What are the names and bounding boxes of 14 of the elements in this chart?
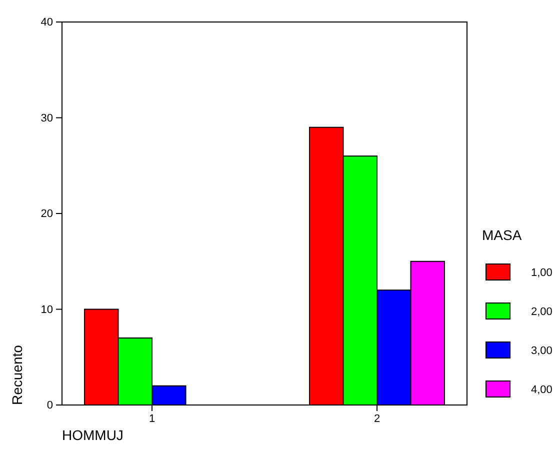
legend-label: 3,00 [531,345,552,357]
legend-label: 4,00 [531,384,552,396]
legend-label: 2,00 [531,306,552,318]
y-axis-title: Recuento [9,344,25,405]
y-tick-label: 40 [40,16,53,29]
y-tick-label: 30 [40,112,53,124]
x-tick-label: 1 [148,412,156,425]
y-tick-label: 0 [46,400,53,412]
x-tick-label: 2 [374,412,380,425]
x-axis-title: HOMMUJ [62,427,124,443]
y-tick-label: 10 [40,304,53,316]
y-tick-label: 20 [40,208,53,220]
legend-title: MASA [482,227,522,243]
legend-label: 1,00 [531,267,552,279]
